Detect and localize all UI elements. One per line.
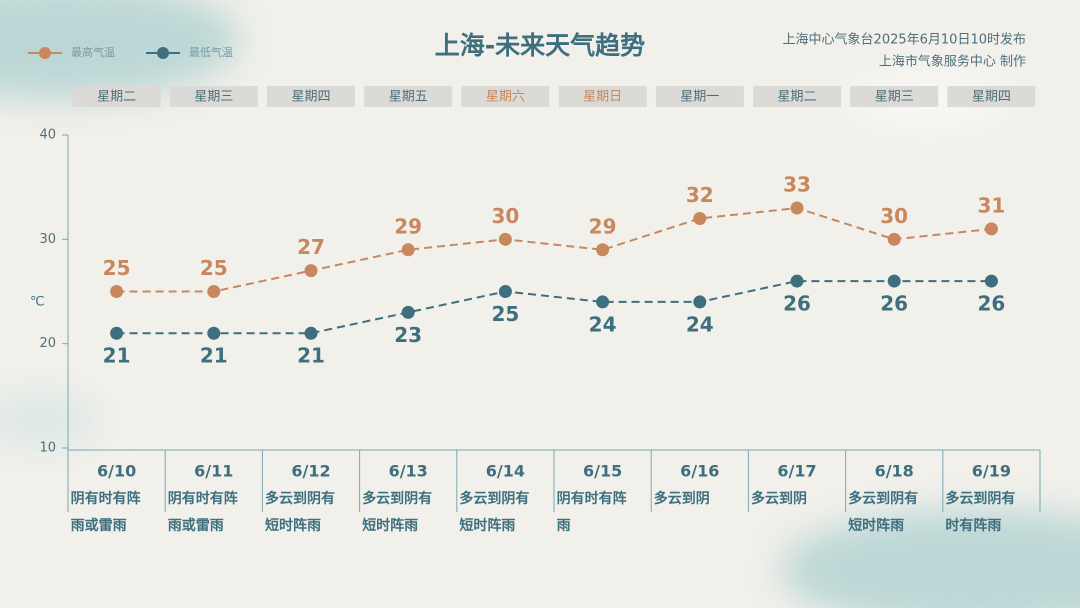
x-tick-label: 6/18 <box>875 462 914 481</box>
value-label: 29 <box>394 214 422 238</box>
point <box>887 274 901 288</box>
point <box>596 295 610 309</box>
weekday-box <box>267 86 355 107</box>
value-label: 21 <box>103 344 131 368</box>
point <box>596 243 610 257</box>
value-label: 21 <box>200 344 228 368</box>
weather-description: 阴有时有阵雨 <box>556 491 627 534</box>
legend-marker <box>157 47 169 59</box>
value-label: 26 <box>977 292 1005 316</box>
x-tick-label: 6/16 <box>680 462 719 481</box>
point <box>401 243 415 257</box>
value-label: 24 <box>589 312 617 336</box>
weekday-box <box>558 86 647 107</box>
x-tick-label: 6/14 <box>486 462 525 481</box>
y-tick-label: 30 <box>39 232 56 247</box>
x-tick-label: 6/17 <box>777 462 816 481</box>
y-tick-label: 10 <box>39 441 56 456</box>
x-tick-label: 6/15 <box>583 462 622 481</box>
point <box>401 305 415 319</box>
value-label: 27 <box>297 235 325 259</box>
weather-description: 多云到阴有短时阵雨 <box>459 491 530 534</box>
value-label: 29 <box>589 214 617 238</box>
point <box>693 211 707 225</box>
value-label: 25 <box>491 302 519 326</box>
weather-description: 多云到阴有时有阵雨 <box>945 491 1016 534</box>
value-label: 21 <box>297 344 325 368</box>
y-tick-label: 20 <box>39 336 56 351</box>
weekday-box <box>947 86 1036 107</box>
weather-description: 阴有时有阵雨或雷雨 <box>167 491 238 534</box>
value-label: 30 <box>880 204 908 228</box>
weekday-box <box>850 86 939 107</box>
x-tick-label: 6/12 <box>291 462 330 481</box>
x-tick-label: 6/19 <box>972 462 1011 481</box>
weekday: 星期一 <box>680 90 719 105</box>
weekday: 星期四 <box>291 90 330 105</box>
series-line <box>116 207 992 293</box>
value-label: 26 <box>880 292 908 316</box>
weekday-box <box>169 86 258 107</box>
point <box>304 326 318 340</box>
source: 上海中心气象台2025年6月10日10时发布 <box>783 32 1026 48</box>
value-label: 25 <box>200 256 228 280</box>
value-label: 33 <box>783 173 811 197</box>
point <box>693 295 707 309</box>
point <box>207 326 221 340</box>
point <box>498 232 512 246</box>
x-tick-label: 6/11 <box>194 462 233 481</box>
point <box>984 222 998 236</box>
weekday-box <box>753 86 841 107</box>
weather-description: 多云到阴 <box>751 491 807 507</box>
value-label: 23 <box>394 323 422 347</box>
value-label: 25 <box>103 256 131 280</box>
weekday: 星期四 <box>972 90 1011 105</box>
x-tick-label: 6/13 <box>389 462 428 481</box>
point <box>984 274 998 288</box>
series-line <box>116 280 992 335</box>
weather-description: 多云到阴有短时阵雨 <box>362 491 433 534</box>
legend-label: 最低气温 <box>189 45 233 59</box>
weekday: 星期二 <box>777 90 816 105</box>
chart-title: 上海-未来天气趋势 <box>435 31 645 60</box>
legend-label: 最高气温 <box>71 45 115 59</box>
point <box>110 326 124 340</box>
value-label: 32 <box>686 183 714 207</box>
point <box>110 285 124 298</box>
point <box>790 274 804 288</box>
weekday: 星期五 <box>389 90 428 105</box>
weekday: 星期三 <box>875 90 914 105</box>
weekday: 星期二 <box>97 90 136 105</box>
weather-description: 多云到阴有短时阵雨 <box>848 491 919 534</box>
legend-marker <box>39 47 51 59</box>
value-label: 26 <box>783 292 811 316</box>
source: 上海市气象服务中心 制作 <box>879 54 1026 70</box>
weekday-box <box>364 86 453 107</box>
value-label: 24 <box>686 312 714 336</box>
unit: ℃ <box>30 295 45 310</box>
point <box>207 285 221 298</box>
value-label: 31 <box>977 193 1005 217</box>
value-label: 30 <box>491 204 519 228</box>
x-tick-label: 6/10 <box>97 462 136 481</box>
weather-description: 阴有时有阵雨或雷雨 <box>70 491 141 534</box>
weekday: 星期六 <box>486 90 525 105</box>
weather-description: 多云到阴有短时阵雨 <box>265 491 335 534</box>
y-tick-label: 40 <box>39 128 56 143</box>
point <box>304 264 318 278</box>
weekday: 星期日 <box>583 90 622 105</box>
weekday-box <box>72 86 161 107</box>
point <box>498 285 512 298</box>
weekday-box <box>655 86 744 107</box>
point <box>887 232 901 246</box>
weather-description: 多云到阴 <box>653 491 710 507</box>
weekday: 星期三 <box>194 90 233 105</box>
point <box>790 201 804 215</box>
weekday-box <box>461 86 550 107</box>
